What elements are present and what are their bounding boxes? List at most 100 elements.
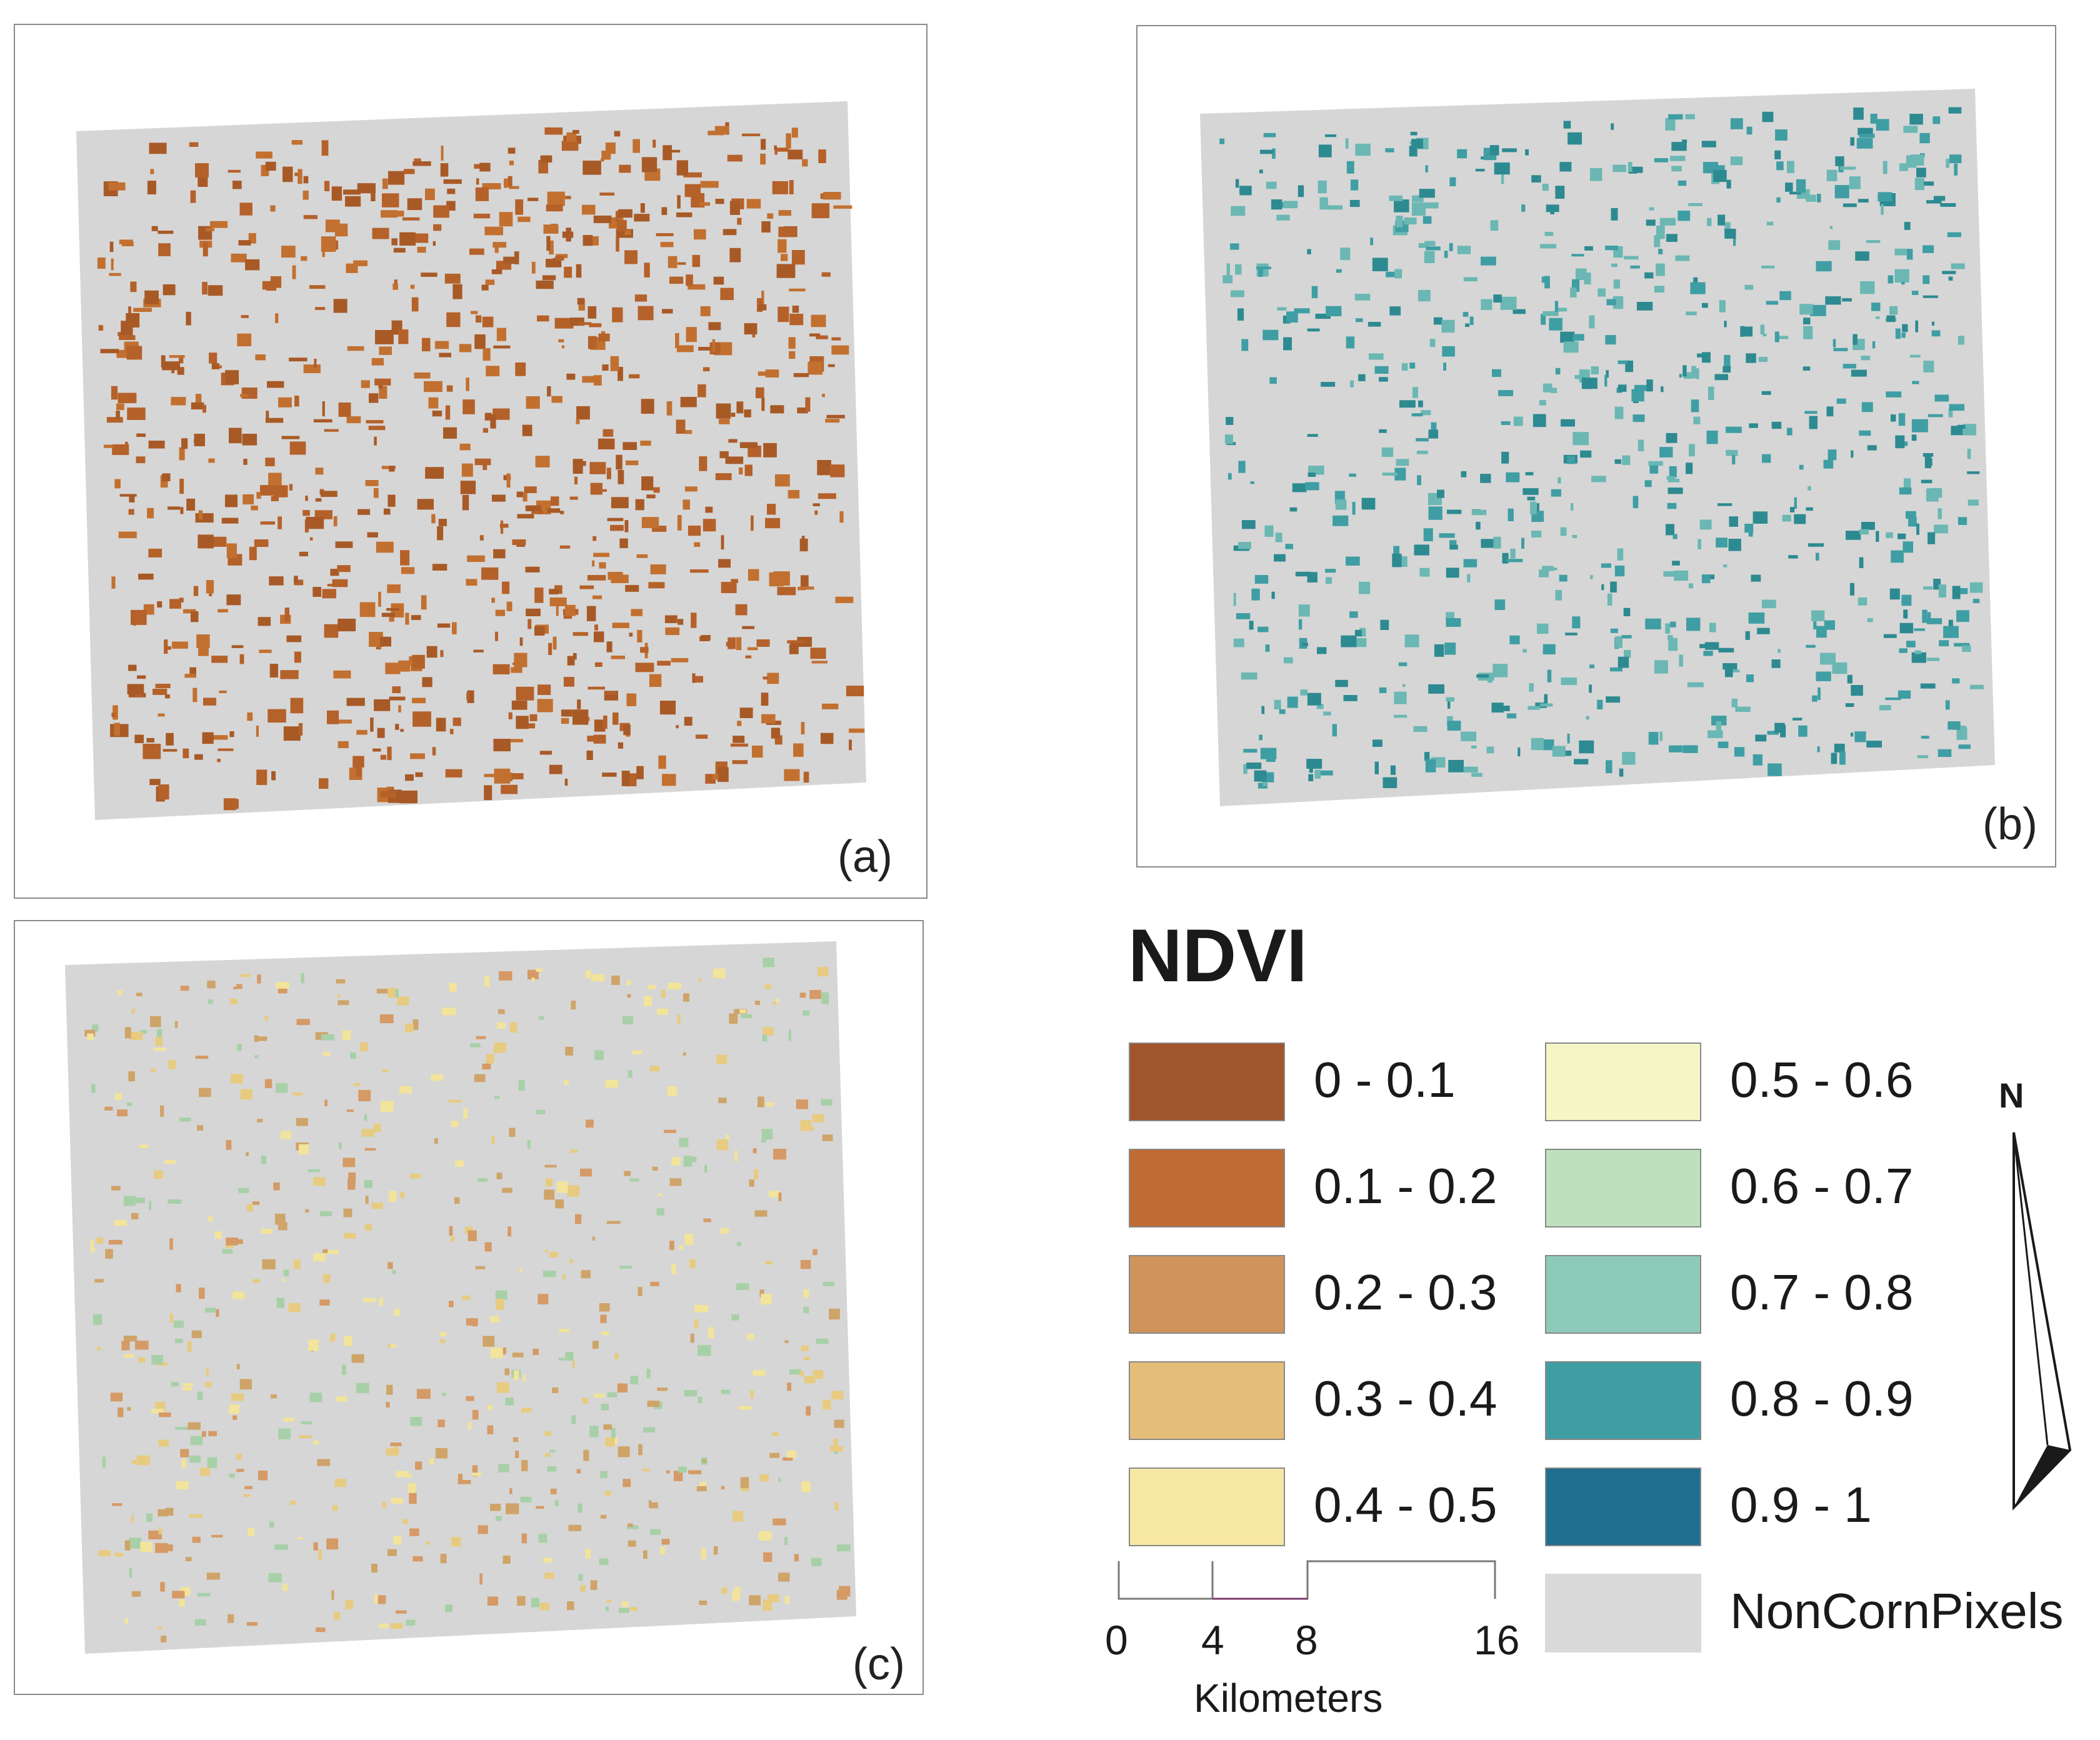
corn-pixel [605,692,616,695]
corn-pixel [643,1550,648,1559]
corn-pixel [179,355,184,364]
corn-pixel [732,760,748,764]
corn-pixel [537,315,549,322]
corn-pixel [788,1029,791,1041]
corn-pixel [1513,416,1523,426]
corn-pixel [134,734,144,743]
corn-pixel [467,555,485,562]
corn-pixel [1751,574,1761,582]
corn-pixel [1379,377,1388,382]
corn-pixel [482,1063,491,1070]
corn-pixel [1346,161,1354,174]
corn-pixel [275,313,279,323]
corn-pixel [831,1391,844,1400]
corn-pixel [375,330,394,344]
corn-pixel [497,1022,506,1029]
corn-pixel [568,1524,582,1531]
corn-pixel [1701,574,1711,584]
corn-pixel [1605,335,1616,345]
corn-pixel [440,1554,447,1564]
corn-pixel [1307,572,1318,582]
corn-pixel [822,1134,833,1141]
corn-pixel [367,532,378,538]
corn-pixel [515,199,524,215]
corn-pixel [678,619,684,625]
corn-pixel [421,272,438,277]
corn-pixel [690,569,709,573]
corn-pixel [391,1623,403,1629]
corn-pixel [811,1558,822,1566]
corn-pixel [426,646,438,658]
corn-pixel [550,1488,557,1494]
corn-pixel [814,510,818,515]
corn-pixel [1424,752,1430,761]
corn-pixel [1409,362,1416,369]
corn-pixel [578,1503,582,1513]
corn-pixel [539,1016,544,1020]
corn-pixel [396,1471,409,1478]
corn-pixel [176,1284,181,1292]
corn-pixel [605,1606,609,1611]
corn-pixel [290,1501,296,1505]
corn-pixel [356,1382,369,1394]
corn-pixel [1374,761,1379,774]
corn-pixel [634,294,648,302]
corn-pixel [294,651,301,663]
corn-pixel [343,189,361,195]
corn-pixel [1231,290,1244,298]
corn-pixel [206,1368,209,1376]
corn-pixel [1361,498,1376,510]
corn-pixel [431,514,436,524]
corn-pixel [315,468,324,475]
corn-pixel [1242,520,1256,529]
corn-pixel [1968,499,1979,506]
corn-pixel [482,348,491,361]
corn-pixel [1444,642,1456,655]
corn-pixel [624,520,629,532]
corn-pixel [616,454,622,470]
corn-pixel [106,417,123,423]
corn-pixel [331,186,342,201]
legend-swatch [1545,1255,1701,1334]
corn-pixel [702,519,716,532]
corn-pixel [159,1412,171,1418]
corn-pixel [1901,281,1905,285]
corn-pixel [228,169,241,173]
corn-pixel [1895,435,1905,449]
corn-pixel [1713,170,1727,182]
corn-pixel [635,662,654,672]
corn-pixel [791,128,798,138]
corn-pixel [669,1178,682,1186]
corn-pixel [208,285,223,296]
corn-pixel [1947,232,1961,238]
corn-pixel [650,1281,659,1286]
legend-label: 0.9 - 1 [1730,1477,1872,1532]
corn-pixel [1610,628,1618,633]
corn-pixel [719,451,729,459]
corn-pixel [796,1099,808,1109]
corn-pixel [158,1509,168,1517]
corn-pixel [699,202,711,206]
corn-pixel [1465,323,1469,328]
corn-pixel [1574,375,1590,379]
corn-pixel [278,987,288,994]
corn-pixel [1832,339,1836,348]
corn-pixel [1264,525,1274,537]
corn-pixel [834,1502,839,1511]
corn-pixel [1471,772,1482,777]
corn-pixel [333,670,351,679]
corn-pixel [372,748,381,752]
corn-pixel [1238,542,1251,549]
corn-pixel [165,1544,173,1551]
corn-pixel [784,769,800,781]
corn-pixel [368,426,386,431]
corn-pixel [638,306,654,321]
corn-pixel [744,409,751,418]
corn-pixel [202,282,208,295]
corn-pixel [773,1149,787,1160]
corn-pixel [748,446,761,458]
corn-pixel [467,690,474,703]
corn-pixel [446,385,453,392]
corn-pixel [1392,553,1402,568]
corn-pixel [1687,682,1704,688]
